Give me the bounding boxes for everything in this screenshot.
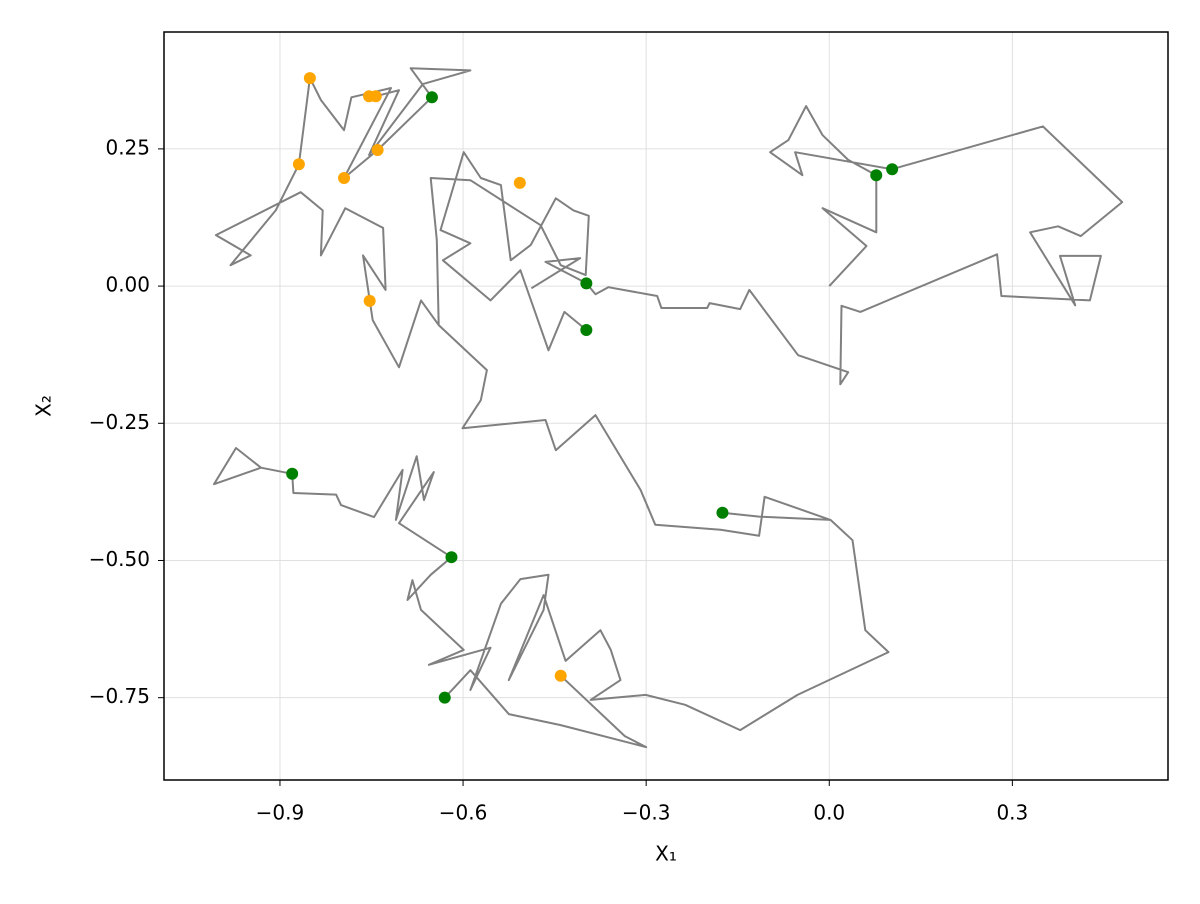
y-tick-label: −0.25 bbox=[89, 410, 150, 434]
x-axis-label: X₁ bbox=[655, 842, 677, 866]
scatter-point bbox=[445, 551, 458, 564]
scatter-point bbox=[716, 506, 729, 519]
scatter-point bbox=[870, 169, 883, 182]
y-tick-label: 0.00 bbox=[105, 273, 150, 297]
scatter-point bbox=[554, 669, 567, 682]
plot-frame bbox=[163, 31, 1169, 781]
x-tick-label: −0.3 bbox=[622, 801, 671, 825]
scatter-point bbox=[425, 91, 438, 104]
y-axis-label: X₂ bbox=[32, 395, 56, 417]
scatter-point bbox=[369, 90, 382, 103]
scatter-point bbox=[286, 467, 299, 480]
scatter-point bbox=[438, 691, 451, 704]
scatter-point bbox=[292, 158, 305, 171]
y-tick-label: −0.75 bbox=[89, 684, 150, 708]
x-tick-label: −0.6 bbox=[439, 801, 488, 825]
scatter-point bbox=[580, 323, 593, 336]
x-tick-label: 0.3 bbox=[996, 801, 1028, 825]
scatter-point bbox=[371, 143, 384, 156]
scatter-point bbox=[363, 294, 376, 307]
y-tick-label: 0.25 bbox=[105, 135, 150, 159]
scatter-point bbox=[580, 277, 593, 290]
x-tick-label: −0.9 bbox=[256, 801, 305, 825]
scatter-point bbox=[513, 176, 526, 189]
trajectory-line bbox=[213, 67, 1124, 749]
scatter-point bbox=[338, 171, 351, 184]
scatter-point bbox=[886, 163, 899, 176]
x-tick-label: 0.0 bbox=[813, 801, 845, 825]
scatter-point bbox=[303, 72, 316, 85]
y-tick-label: −0.50 bbox=[89, 547, 150, 571]
